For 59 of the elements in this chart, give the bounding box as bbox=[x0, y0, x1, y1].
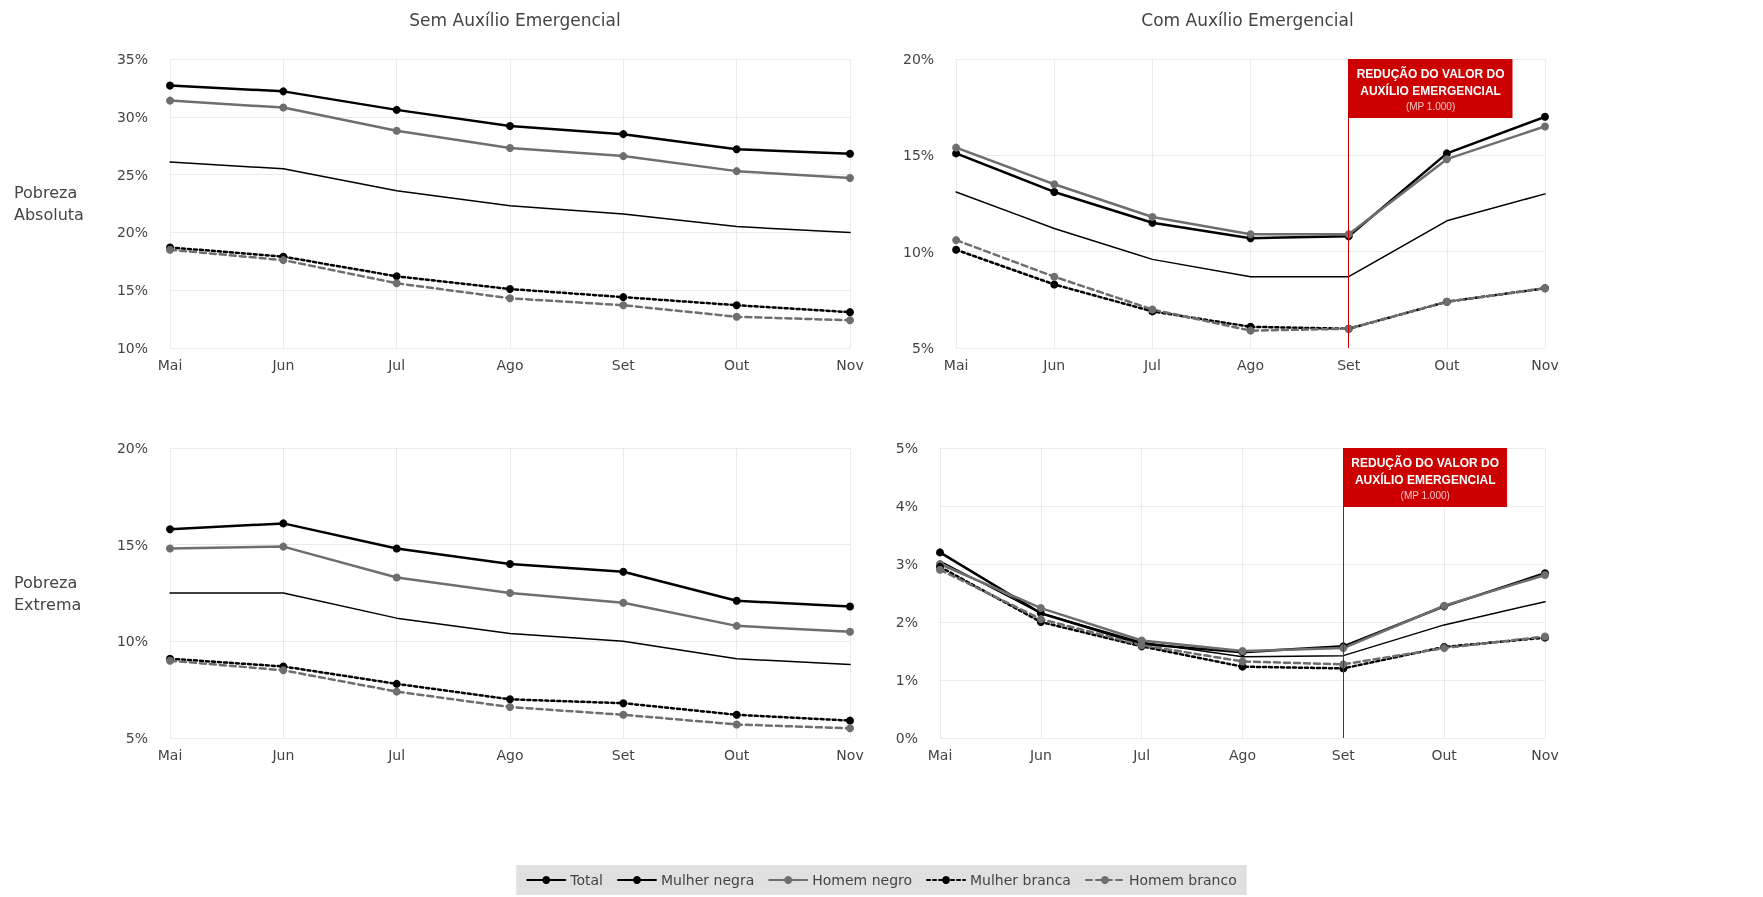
y-tick-label: 10% bbox=[116, 633, 148, 650]
legend-label: Total bbox=[569, 872, 603, 888]
y-tick-label: 0% bbox=[895, 730, 918, 746]
x-tick-label: Mai bbox=[943, 357, 969, 373]
y-tick-label: 25% bbox=[116, 166, 148, 183]
y-tick-label: 1% bbox=[895, 672, 918, 688]
legend-label: Homem negro bbox=[812, 872, 913, 888]
y-tick-label: 20% bbox=[902, 51, 935, 67]
x-tick-label: Jun bbox=[271, 357, 295, 373]
x-tick-label: Nov bbox=[1531, 357, 1559, 373]
legend-label: Mulher branca bbox=[970, 872, 1071, 888]
y-tick-label: 3% bbox=[895, 556, 918, 572]
y-tick-label: 10% bbox=[902, 243, 935, 260]
chart-title: Sem Auxílio Emergencial bbox=[409, 9, 621, 30]
y-tick-label: 5% bbox=[911, 340, 935, 356]
y-tick-label: 4% bbox=[895, 498, 918, 514]
x-tick-label: Mai bbox=[157, 357, 183, 373]
x-tick-label: Set bbox=[611, 747, 636, 763]
x-tick-label: Out bbox=[1434, 357, 1461, 373]
legend-label: Homem branco bbox=[1128, 872, 1237, 888]
x-tick-label: Jun bbox=[1042, 357, 1066, 373]
x-tick-label: Jul bbox=[1132, 747, 1151, 763]
x-tick-label: Jul bbox=[387, 747, 406, 763]
x-tick-label: Set bbox=[611, 357, 636, 373]
x-tick-label: Jun bbox=[1028, 747, 1052, 763]
x-tick-label: Ago bbox=[496, 357, 524, 373]
y-tick-label: 5% bbox=[895, 440, 918, 456]
x-tick-label: Ago bbox=[1237, 357, 1265, 373]
ref-line-label: REDUÇÃO DO VALOR DO AUXÍLIO EMERGENCIAL (MP 1.000) bbox=[1351, 454, 1500, 501]
x-tick-label: Set bbox=[1337, 357, 1361, 373]
x-tick-label: Mai bbox=[157, 747, 183, 763]
x-tick-label: Jul bbox=[387, 357, 406, 373]
y-tick-label: 15% bbox=[116, 536, 148, 553]
x-tick-label: Mai bbox=[927, 747, 953, 763]
y-tick-label: 35% bbox=[116, 51, 148, 67]
y-tick-label: 30% bbox=[116, 108, 148, 125]
x-tick-label: Jun bbox=[271, 747, 295, 763]
x-tick-label: Ago bbox=[1228, 747, 1257, 763]
x-tick-label: Out bbox=[723, 357, 750, 373]
x-tick-label: Nov bbox=[836, 747, 864, 763]
x-tick-label: Out bbox=[723, 747, 750, 763]
y-axis-title: Pobreza Absoluta bbox=[14, 183, 84, 224]
legend-label: Mulher negra bbox=[660, 872, 755, 888]
x-tick-label: Out bbox=[1431, 747, 1458, 763]
y-tick-label: 2% bbox=[895, 614, 918, 630]
y-tick-label: 20% bbox=[116, 224, 148, 241]
x-tick-label: Nov bbox=[836, 357, 864, 373]
y-tick-label: 5% bbox=[125, 730, 148, 746]
y-tick-label: 10% bbox=[116, 340, 148, 356]
y-axis-title: Pobreza Extrema bbox=[14, 572, 82, 614]
x-tick-label: Ago bbox=[496, 747, 524, 763]
y-tick-label: 20% bbox=[116, 440, 148, 456]
y-tick-label: 15% bbox=[902, 147, 935, 164]
x-tick-label: Set bbox=[1331, 747, 1356, 763]
ref-line-label: REDUÇÃO DO VALOR DO AUXÍLIO EMERGENCIAL (MP 1.000) bbox=[1356, 65, 1505, 112]
x-tick-label: Jul bbox=[1142, 357, 1161, 373]
x-tick-label: Nov bbox=[1531, 747, 1559, 763]
chart-title: Com Auxílio Emergencial bbox=[1141, 9, 1354, 30]
y-tick-label: 15% bbox=[116, 282, 148, 299]
